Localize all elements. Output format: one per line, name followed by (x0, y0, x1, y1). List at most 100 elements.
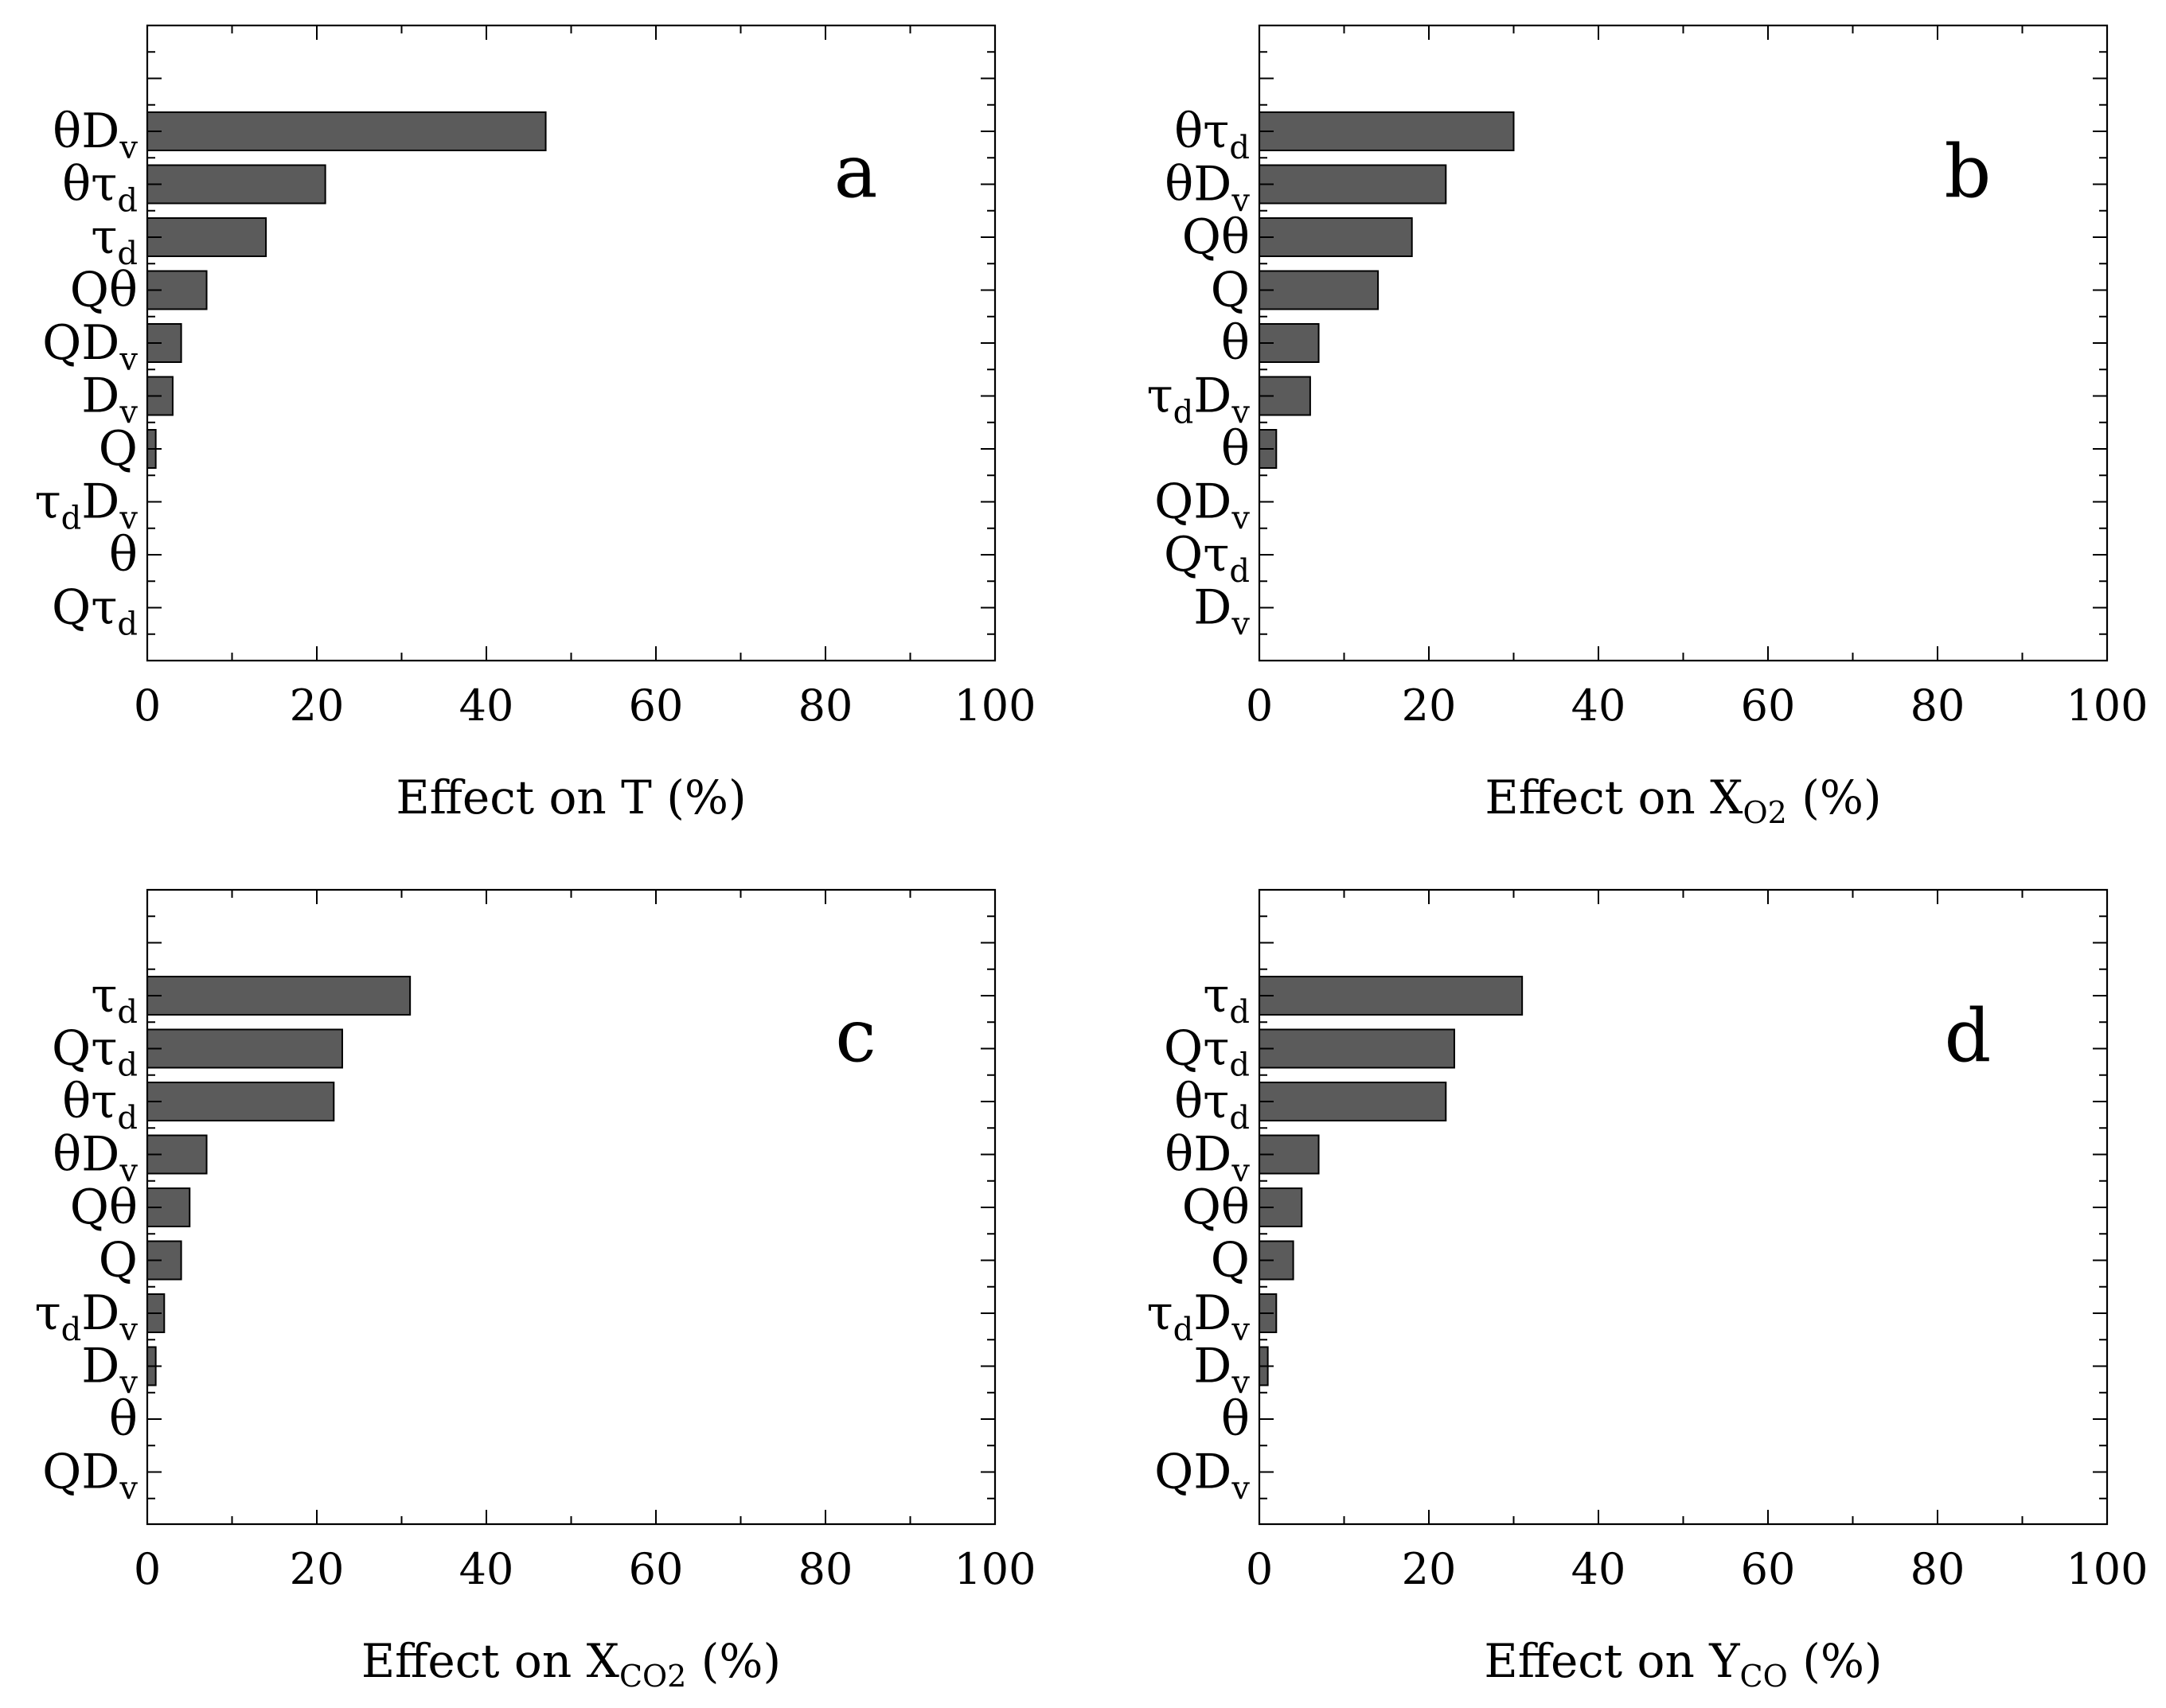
x-tick-label: 0 (1246, 680, 1273, 731)
x-axis-title-suffix: (%) (1787, 770, 1882, 825)
category-label: θ (109, 1391, 138, 1447)
category-label-sub: d (61, 1312, 82, 1348)
category-label: θ (1221, 315, 1250, 371)
category-label: θDv (53, 103, 138, 166)
category-label-base: θ (1221, 421, 1250, 477)
category-label-base: θτ (62, 157, 117, 213)
category-label: Qτd (1164, 527, 1250, 590)
category-label-base: D (81, 369, 119, 424)
bar-d-1 (1259, 1028, 1455, 1069)
bar-c-0 (146, 976, 412, 1016)
category-label-base: τ (34, 474, 60, 530)
category-label: Q (1211, 1233, 1250, 1289)
category-label-sub2: v (119, 1312, 138, 1348)
category-label: QDv (1154, 1445, 1250, 1507)
category-label-base: θ (109, 1391, 138, 1447)
x-tick-label: 100 (954, 1544, 1036, 1594)
category-label: θ (1221, 1391, 1250, 1447)
category-label-sub: v (119, 341, 138, 378)
category-label: Qτd (52, 580, 138, 643)
category-label: θ (1221, 421, 1250, 477)
bar-b-1 (1259, 164, 1447, 205)
category-label-base: Qθ (70, 263, 138, 318)
category-label-base: Qτ (1164, 527, 1229, 583)
category-label-sub: d (117, 236, 138, 272)
category-label-sub: d (61, 501, 82, 537)
category-label-base2: D (81, 1285, 119, 1341)
x-tick-label: 40 (459, 680, 514, 731)
category-label-sub: v (1231, 1471, 1250, 1507)
x-axis-title-suffix: (%) (686, 1634, 781, 1688)
category-label-base: θ (109, 527, 138, 583)
panel-letter: d (1945, 993, 1992, 1078)
x-axis-title: Effect on YCO (%) (1484, 1634, 1882, 1694)
category-label: θDv (1165, 157, 1250, 220)
category-label-base: QD (1154, 474, 1231, 530)
bar-b-3 (1259, 270, 1380, 310)
bar-b-2 (1259, 217, 1413, 257)
x-tick-label: 20 (290, 680, 345, 731)
x-tick-label: 20 (290, 1544, 345, 1594)
bar-c-2 (146, 1082, 335, 1121)
category-label-base: θD (1165, 157, 1231, 213)
category-label: θτd (62, 157, 138, 220)
category-label-base: θτ (1174, 103, 1229, 159)
category-label: Dv (1193, 1339, 1250, 1402)
category-label-base: Q (99, 421, 138, 477)
category-label-sub: d (1173, 1312, 1194, 1348)
category-label-base: θD (53, 1127, 119, 1183)
category-label-sub: v (1231, 1365, 1250, 1402)
bar-b-0 (1259, 111, 1515, 151)
category-label-base: D (1193, 1339, 1231, 1394)
category-label-sub: v (119, 1153, 138, 1190)
panel-letter: b (1945, 129, 1992, 214)
panel-letter: c (835, 993, 876, 1078)
x-tick-label: 60 (1741, 680, 1796, 731)
category-label: θ (109, 527, 138, 583)
category-label-base: Q (99, 1233, 138, 1289)
x-tick-label: 100 (2066, 1544, 2148, 1594)
x-axis-title: Effect on XO2 (%) (1485, 770, 1881, 830)
category-label-base: τ (1203, 968, 1229, 1024)
category-label: Qθ (70, 263, 138, 318)
x-tick-label: 0 (1246, 1544, 1273, 1594)
category-label-sub: d (117, 1100, 138, 1137)
category-label-sub: d (1229, 553, 1250, 590)
category-label: Dv (81, 369, 138, 431)
category-label: τd (91, 968, 138, 1031)
category-label-base: τ (91, 209, 117, 265)
x-tick-label: 40 (459, 1544, 514, 1594)
category-label-base: Qτ (52, 1021, 117, 1077)
category-label-base: Qτ (52, 580, 117, 636)
category-label: Qθ (1182, 1180, 1250, 1235)
category-label-sub: d (117, 183, 138, 220)
category-label-sub2: v (119, 501, 138, 537)
x-tick-label: 80 (1910, 1544, 1965, 1594)
x-tick-label: 100 (954, 680, 1036, 731)
category-label-base: θτ (62, 1074, 117, 1129)
category-label-sub2: v (1231, 1312, 1250, 1348)
category-label-sub: d (1173, 395, 1194, 431)
x-tick-label: 40 (1571, 680, 1626, 731)
category-label-sub: d (1229, 994, 1250, 1031)
category-label: θDv (53, 1127, 138, 1190)
x-axis-title-prefix: Effect on T (396, 770, 652, 825)
x-axis-title-suffix: (%) (652, 770, 747, 825)
category-label-sub: v (119, 1365, 138, 1402)
category-label-sub: v (119, 130, 138, 166)
category-label: τdDv (1146, 1285, 1250, 1348)
category-label-sub: d (1229, 130, 1250, 166)
x-tick-label: 0 (134, 680, 161, 731)
category-label-sub2: v (1231, 395, 1250, 431)
panel-a: 0 20 40 60 80 100θDvθτdτdQθQDvDvQτdDvθQτdEffe… (34, 24, 1036, 825)
category-label-base2: D (1193, 1285, 1231, 1341)
category-label: τdDv (34, 1285, 138, 1348)
category-label-base: QD (42, 315, 119, 371)
panel-letter: a (834, 129, 878, 214)
x-tick-label: 80 (1910, 680, 1965, 731)
category-label-base: τ (34, 1285, 60, 1341)
x-axis-title: Effect on T (%) (396, 770, 746, 825)
category-label-base: τ (1146, 369, 1173, 424)
bar-d-0 (1259, 976, 1524, 1016)
category-label-base: D (1193, 580, 1231, 636)
